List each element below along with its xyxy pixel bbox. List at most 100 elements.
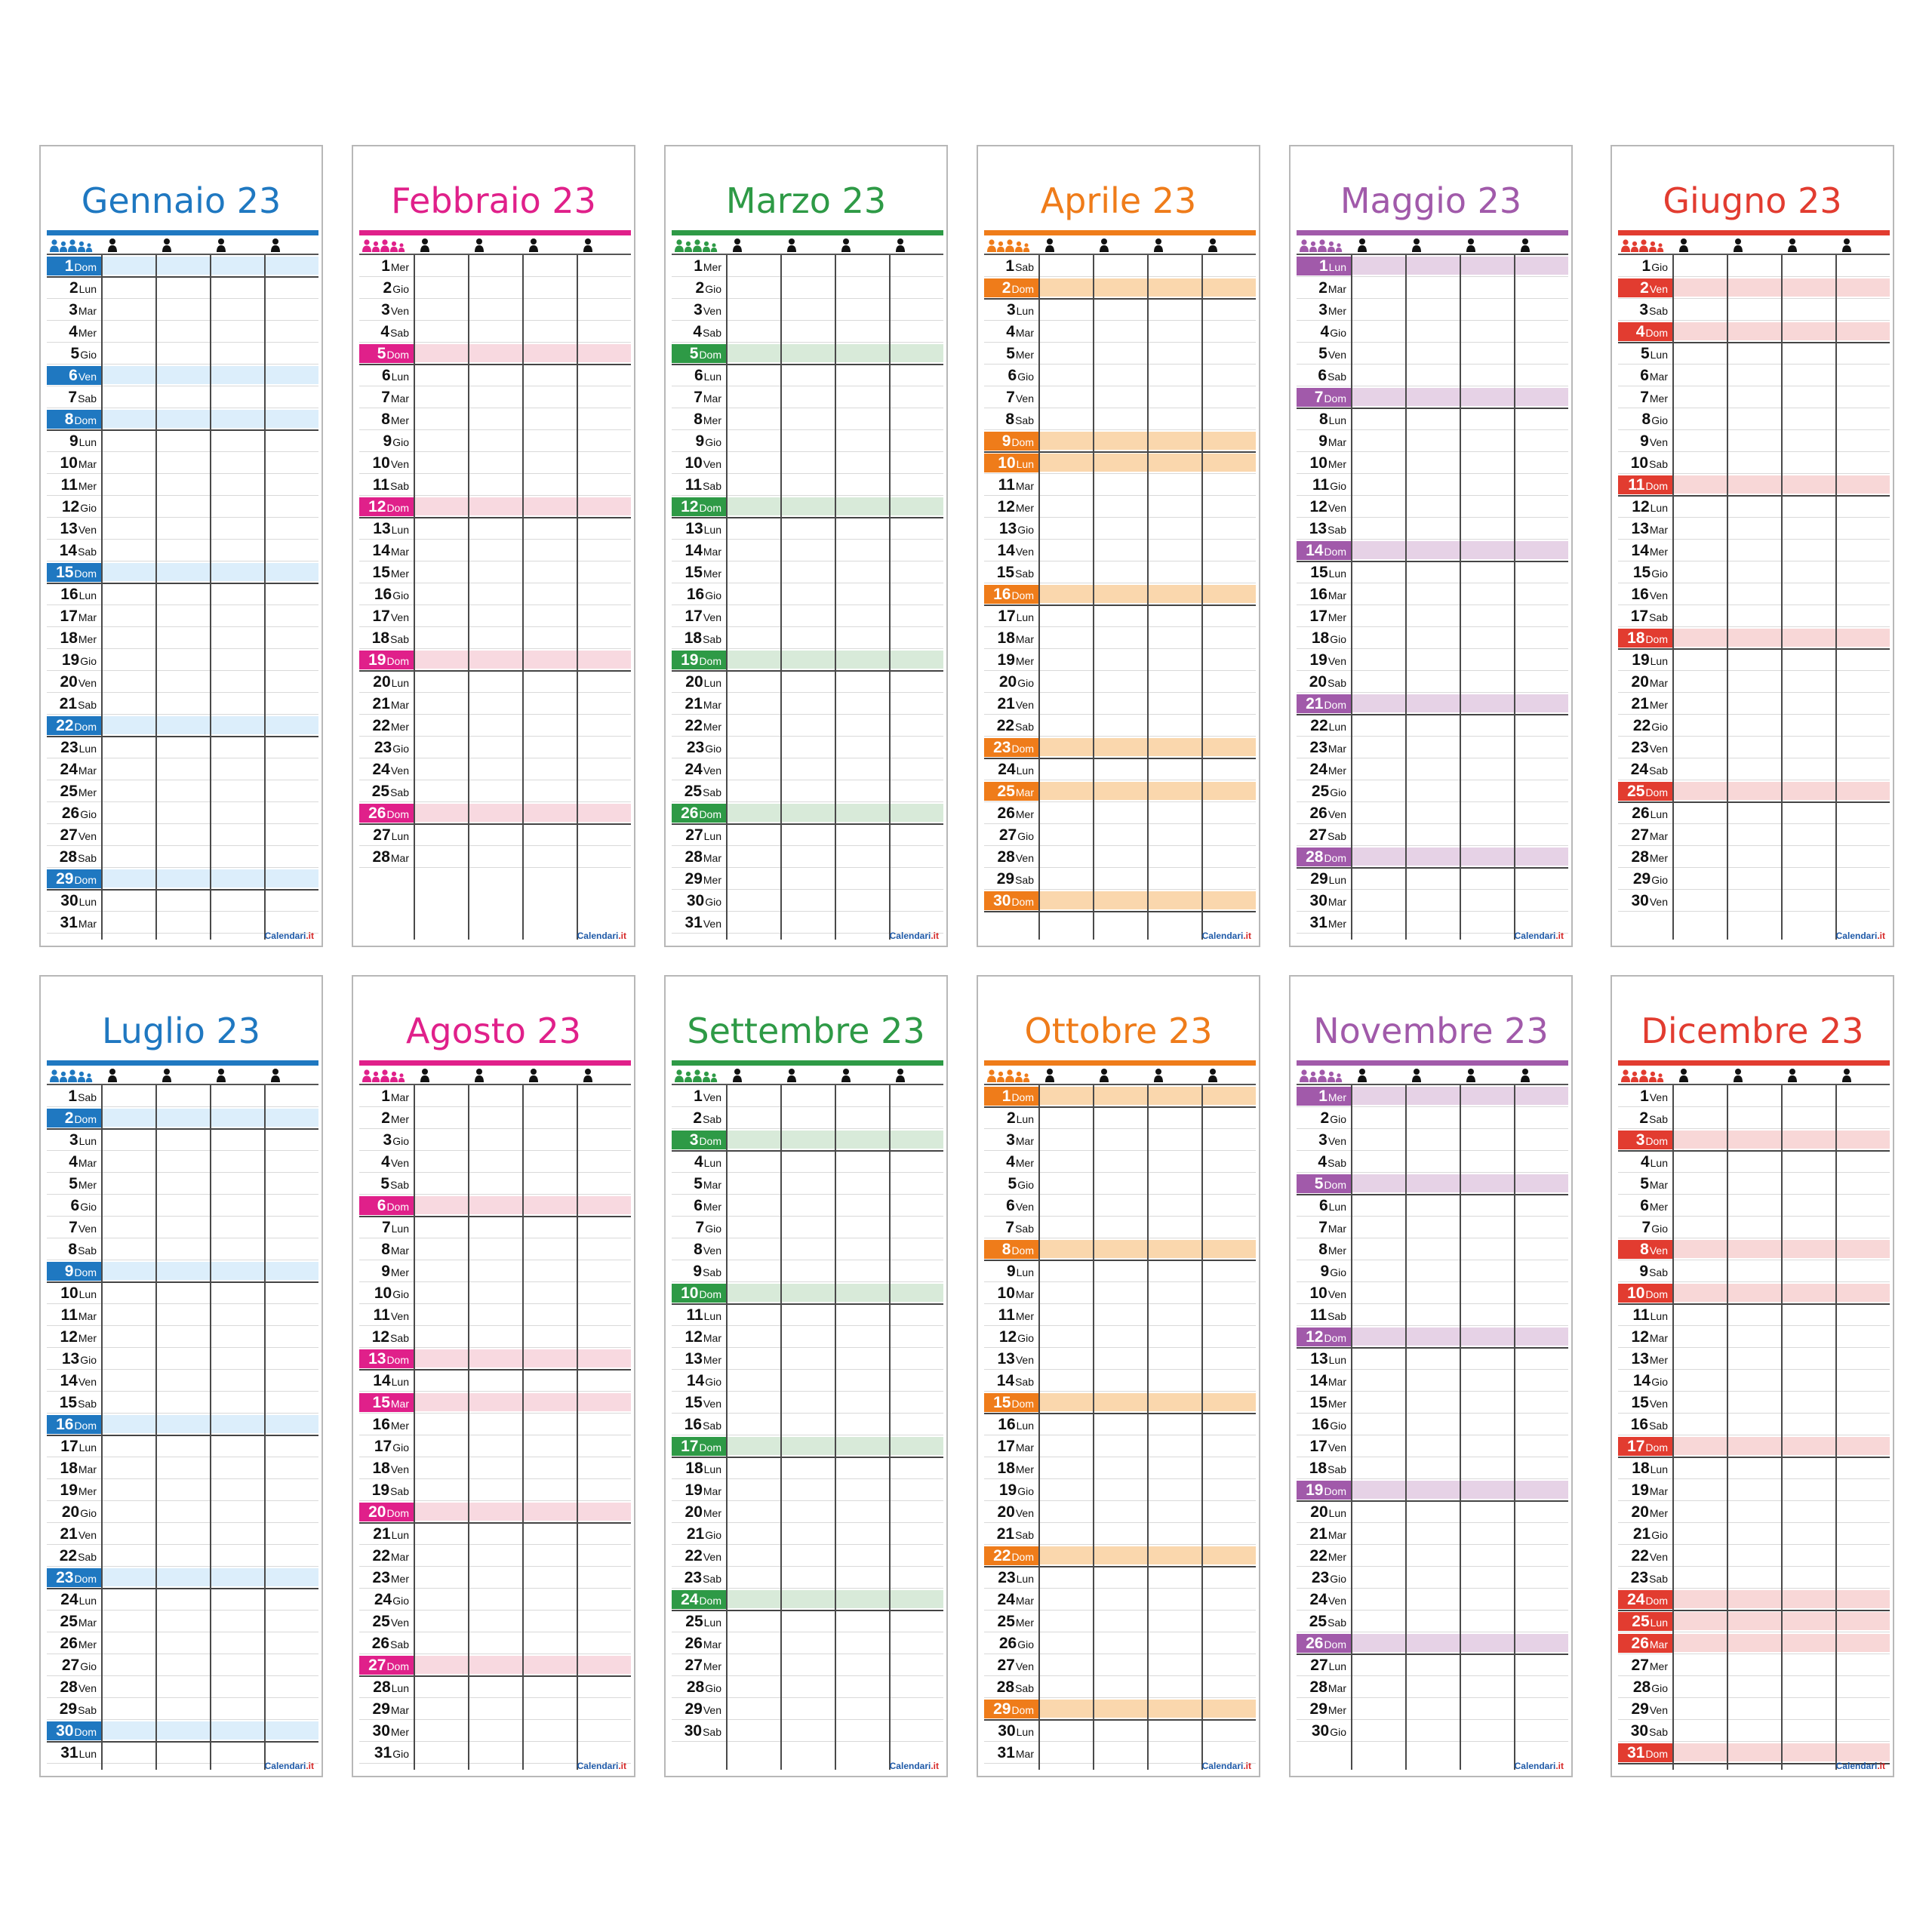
day-row[interactable]: 25Dom	[1618, 780, 1890, 803]
day-row[interactable]: 11Sab	[1297, 1304, 1568, 1326]
day-row[interactable]: 20Gio	[47, 1501, 318, 1523]
day-row[interactable]: 7Mar	[1297, 1217, 1568, 1238]
day-row[interactable]: 30Gio	[672, 890, 943, 912]
day-row[interactable]: 17Dom	[1618, 1435, 1890, 1458]
day-row[interactable]: 3Lun	[984, 299, 1256, 321]
day-row[interactable]: 6Mer	[672, 1195, 943, 1217]
day-row[interactable]: 17Ven	[1297, 1435, 1568, 1457]
day-row[interactable]: 16Mar	[1297, 583, 1568, 605]
day-row[interactable]: 14Mar	[359, 540, 631, 561]
day-row[interactable]: 8Mer	[359, 408, 631, 430]
day-row[interactable]: 30Lun	[47, 890, 318, 912]
day-row[interactable]: 30Ven	[1618, 890, 1890, 912]
day-row[interactable]: 16Gio	[1297, 1414, 1568, 1435]
day-row[interactable]: 13Lun	[359, 518, 631, 540]
day-row[interactable]: 12Mer	[984, 496, 1256, 518]
day-row[interactable]: 7Gio	[1618, 1217, 1890, 1238]
day-row[interactable]: 24Dom	[1618, 1589, 1890, 1611]
day-row[interactable]: 8Sab	[47, 1238, 318, 1260]
day-row[interactable]: 24Ven	[359, 758, 631, 780]
day-row[interactable]: 15Sab	[984, 561, 1256, 583]
day-row[interactable]: 9Sab	[1618, 1260, 1890, 1282]
day-row[interactable]: 1Mar	[359, 1085, 631, 1107]
day-row[interactable]: 4Sab	[672, 321, 943, 343]
day-row[interactable]: 5Mer	[984, 343, 1256, 365]
day-row[interactable]: 10Mar	[984, 1282, 1256, 1304]
day-row[interactable]: 2Gio	[672, 277, 943, 299]
day-row[interactable]: 9Gio	[672, 430, 943, 452]
day-row[interactable]: 4Ven	[359, 1151, 631, 1173]
day-row[interactable]: 30Lun	[984, 1720, 1256, 1742]
day-row[interactable]: 31Mar	[984, 1742, 1256, 1764]
day-row[interactable]: 4Sab	[1297, 1151, 1568, 1173]
day-row[interactable]: 7Ven	[984, 386, 1256, 408]
day-row[interactable]: 28Ven	[47, 1676, 318, 1698]
day-row[interactable]: 1Sab	[984, 255, 1256, 277]
day-row[interactable]: 20Lun	[1297, 1501, 1568, 1523]
day-row[interactable]: 23Sab	[672, 1567, 943, 1589]
day-row[interactable]: 2Dom	[47, 1107, 318, 1130]
day-row[interactable]: 20Mar	[1618, 671, 1890, 693]
day-row[interactable]: 18Mar	[47, 1457, 318, 1479]
day-row[interactable]: 17Lun	[47, 1435, 318, 1457]
day-row[interactable]: 13Ven	[47, 518, 318, 540]
day-row[interactable]: 23Ven	[1618, 737, 1890, 758]
day-row[interactable]: 16Dom	[47, 1414, 318, 1436]
day-row[interactable]: 18Ven	[359, 1457, 631, 1479]
day-row[interactable]: 9Gio	[359, 430, 631, 452]
day-row[interactable]: 3Dom	[1618, 1129, 1890, 1152]
day-row[interactable]: 9Ven	[1618, 430, 1890, 452]
day-row[interactable]: 21Mar	[672, 693, 943, 715]
day-row[interactable]: 7Sab	[47, 386, 318, 408]
day-row[interactable]: 14Sab	[47, 540, 318, 561]
day-row[interactable]: 10Dom	[672, 1282, 943, 1305]
day-row[interactable]: 17Mar	[984, 1435, 1256, 1457]
day-row[interactable]: 24Dom	[672, 1589, 943, 1611]
day-row[interactable]: 31Mer	[1297, 912, 1568, 934]
day-row[interactable]: 6Ven	[47, 365, 318, 386]
day-row[interactable]: 8Ven	[1618, 1238, 1890, 1260]
day-row[interactable]: 25Sab	[359, 780, 631, 802]
day-row[interactable]: 1Ven	[1618, 1085, 1890, 1107]
day-row[interactable]: 16Gio	[672, 583, 943, 605]
day-row[interactable]: 29Ven	[672, 1698, 943, 1720]
day-row[interactable]: 12Mar	[1618, 1326, 1890, 1348]
day-row[interactable]: 14Dom	[1297, 540, 1568, 562]
day-row[interactable]: 10Sab	[1618, 452, 1890, 474]
day-row[interactable]: 3Ven	[359, 299, 631, 321]
day-row[interactable]: 13Dom	[359, 1348, 631, 1371]
day-row[interactable]: 22Ven	[672, 1545, 943, 1567]
day-row[interactable]: 15Mer	[359, 561, 631, 583]
day-row[interactable]: 3Mar	[984, 1129, 1256, 1151]
day-row[interactable]: 5Dom	[1297, 1173, 1568, 1195]
day-row[interactable]: 21Mar	[1297, 1523, 1568, 1545]
day-row[interactable]: 7Mar	[672, 386, 943, 408]
day-row[interactable]: 6Lun	[359, 365, 631, 386]
day-row[interactable]: 14Ven	[47, 1370, 318, 1392]
day-row[interactable]: 5Lun	[1618, 343, 1890, 365]
day-row[interactable]: 9Mar	[1297, 430, 1568, 452]
day-row[interactable]: 11Mar	[47, 1304, 318, 1326]
day-row[interactable]: 8Lun	[1297, 408, 1568, 430]
day-row[interactable]: 29Sab	[47, 1698, 318, 1720]
day-row[interactable]: 14Mer	[1618, 540, 1890, 561]
day-row[interactable]: 28Sab	[47, 846, 318, 868]
day-row[interactable]: 25Mar	[984, 780, 1256, 802]
day-row[interactable]: 29Ven	[1618, 1698, 1890, 1720]
day-row[interactable]: 10Lun	[984, 452, 1256, 474]
day-row[interactable]: 4Mer	[47, 321, 318, 343]
day-row[interactable]: 7Mar	[359, 386, 631, 408]
day-row[interactable]: 24Mar	[47, 758, 318, 780]
day-row[interactable]: 19Ven	[1297, 649, 1568, 671]
day-row[interactable]: 11Sab	[359, 474, 631, 496]
day-row[interactable]: 23Lun	[984, 1567, 1256, 1589]
day-row[interactable]: 12Mar	[672, 1326, 943, 1348]
day-row[interactable]: 29Dom	[984, 1698, 1256, 1721]
day-row[interactable]: 3Mer	[1297, 299, 1568, 321]
day-row[interactable]: 29Dom	[47, 868, 318, 891]
day-row[interactable]: 25Gio	[1297, 780, 1568, 802]
day-row[interactable]: 13Mer	[672, 1348, 943, 1370]
day-row[interactable]: 31Ven	[672, 912, 943, 934]
day-row[interactable]: 13Gio	[984, 518, 1256, 540]
day-row[interactable]: 1Ven	[672, 1085, 943, 1107]
